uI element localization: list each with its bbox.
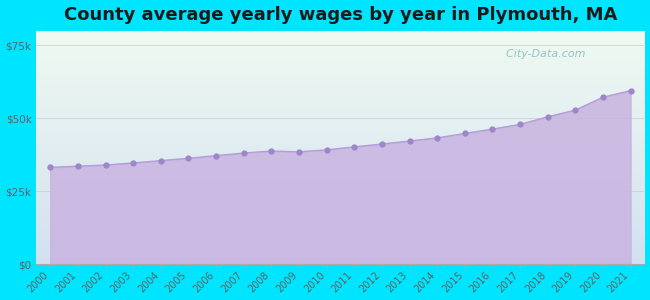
Text: City-Data.com: City-Data.com [499,50,585,59]
Title: County average yearly wages by year in Plymouth, MA: County average yearly wages by year in P… [64,6,617,24]
